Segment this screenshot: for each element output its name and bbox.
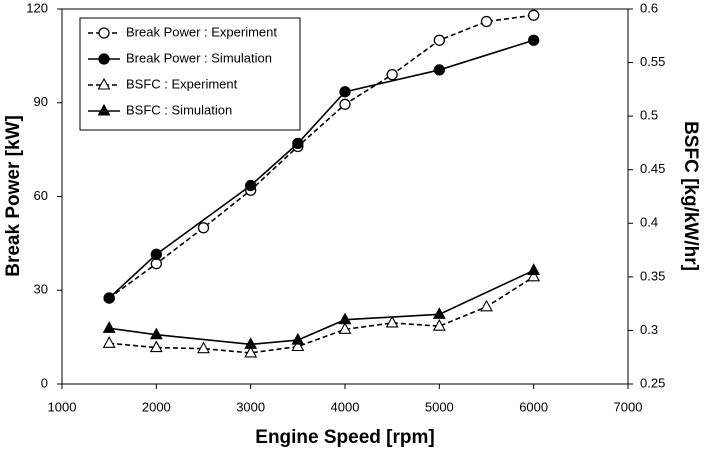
x-tick-label: 7000	[614, 399, 643, 414]
legend-marker	[97, 77, 111, 90]
legend-label: Break Power : Simulation	[126, 50, 272, 65]
y-tick-label: 120	[26, 0, 48, 15]
marker	[244, 345, 258, 358]
marker	[292, 137, 304, 150]
marker	[150, 248, 162, 260]
y2-axis-title: BSFC [kg/kW/hr]	[680, 121, 701, 271]
marker	[480, 15, 493, 28]
y-tick-label: 90	[34, 94, 48, 109]
series-line	[108, 14, 534, 299]
y2-tick-label: 0.35	[640, 268, 665, 283]
x-tick-label: 6000	[519, 399, 548, 414]
x-tick-label: 4000	[331, 399, 360, 414]
legend-marker	[97, 103, 111, 116]
marker	[197, 222, 210, 234]
legend-marker	[98, 27, 110, 39]
marker	[339, 98, 351, 110]
y2-tick-label: 0.45	[640, 161, 665, 176]
marker	[527, 269, 541, 282]
marker	[432, 307, 446, 319]
marker	[480, 299, 493, 312]
y2-tick-label: 0.3	[640, 322, 658, 337]
series-line	[109, 269, 535, 346]
legend-label: Break Power : Experiment	[126, 24, 277, 39]
legend-marker	[98, 53, 110, 65]
y-tick-label: 60	[34, 188, 48, 203]
marker	[150, 258, 162, 270]
x-tick-label: 1000	[48, 399, 77, 414]
y2-tick-label: 0.55	[640, 54, 665, 69]
marker	[433, 34, 445, 46]
x-tick-label: 3000	[236, 399, 265, 414]
y2-tick-label: 0.25	[640, 375, 665, 390]
marker	[339, 86, 351, 98]
marker	[102, 336, 116, 348]
y2-tick-label: 0.5	[640, 108, 658, 123]
marker	[102, 321, 116, 333]
marker	[385, 315, 399, 328]
marker	[103, 292, 115, 304]
legend-label: BSFC : Simulation	[126, 102, 232, 117]
x-tick-label: 2000	[142, 399, 171, 414]
y2-tick-label: 0.4	[640, 215, 658, 230]
marker	[338, 322, 352, 334]
marker	[291, 339, 305, 352]
marker	[149, 340, 163, 353]
marker	[291, 332, 305, 345]
marker	[149, 327, 163, 340]
marker	[245, 179, 257, 192]
x-axis-title: Engine Speed [rpm]	[255, 427, 434, 448]
y-axis-title: Break Power [kW]	[3, 115, 24, 277]
x-tick-label: 5000	[425, 399, 454, 414]
marker	[528, 34, 540, 46]
marker	[528, 9, 540, 21]
marker	[244, 337, 258, 349]
series-line	[109, 276, 535, 354]
marker	[197, 341, 210, 354]
marker	[433, 64, 445, 76]
y2-tick-label: 0.6	[640, 0, 658, 15]
marker	[432, 319, 446, 331]
y-tick-label: 30	[34, 282, 48, 297]
marker	[527, 263, 541, 275]
y-tick-label: 0	[41, 375, 48, 390]
legend-label: BSFC : Experiment	[126, 76, 238, 91]
marker	[338, 312, 352, 325]
marker	[386, 68, 398, 81]
